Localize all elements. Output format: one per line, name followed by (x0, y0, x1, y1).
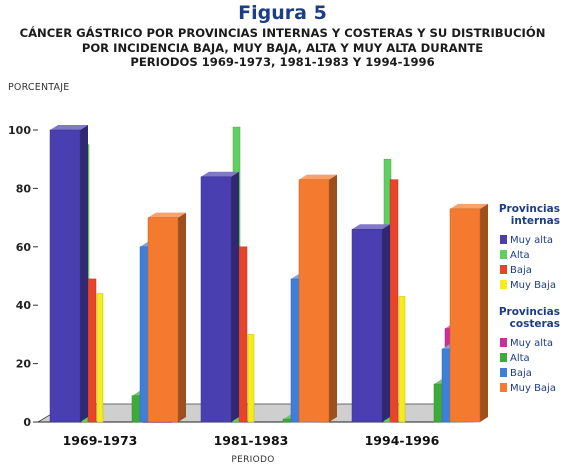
legend-label: Muy alta (510, 235, 554, 246)
legend-costeras-title: Provincias costeras (488, 306, 560, 330)
bar-side (80, 125, 88, 422)
legend-label: Alta (510, 353, 530, 364)
legend-swatch (500, 383, 507, 392)
legend-item-alta-internas: Alta (500, 249, 530, 262)
bar (147, 217, 179, 423)
legend-label: Alta (510, 250, 530, 261)
bar-top (50, 125, 88, 130)
legend-swatch (500, 265, 507, 274)
bar-side (382, 224, 390, 422)
legend-item-muy-baja-costeras: Muy Baja (500, 382, 556, 395)
x-axis-label: PERIODO (231, 455, 275, 465)
y-tick-label: 40 (16, 299, 32, 312)
legend-label: Muy Baja (510, 383, 556, 394)
bar (298, 179, 330, 423)
figure-label: Figura 5 (238, 2, 327, 24)
bar (351, 229, 383, 423)
legend-item-muy-alta-internas: Muy alta (500, 234, 553, 247)
bar (200, 176, 232, 423)
legend-internas-title-line-1: Provincias (498, 203, 560, 215)
x-tick-label: 1969-1973 (63, 433, 138, 448)
bar-side (329, 174, 337, 422)
legend-swatch (500, 353, 507, 362)
y-tick-label: 20 (16, 358, 32, 371)
legend-item-muy-baja-internas: Muy Baja (500, 279, 556, 292)
legend-label: Baja (510, 265, 532, 276)
chart-title-line-3: PERIODOS 1969-1973, 1981-1983 Y 1994-199… (130, 55, 435, 69)
bar (449, 208, 481, 423)
legend-swatch (500, 250, 507, 259)
legend-item-muy-alta-costeras: Muy alta (500, 337, 553, 350)
legend-costeras-title-line-1: Provincias (498, 306, 560, 318)
bar-top (201, 171, 239, 177)
bar (49, 129, 81, 423)
bar (87, 278, 97, 423)
legend-swatch (500, 235, 507, 244)
chart-floor (36, 403, 487, 423)
legend-internas-title-line-2: internas (510, 215, 560, 227)
legend-costeras-title-line-2: costeras (509, 318, 560, 330)
legend-swatch (500, 338, 507, 347)
bar (238, 246, 248, 423)
y-tick-label: 100 (8, 124, 31, 137)
bar-top (352, 224, 390, 230)
legend-item-baja-internas: Baja (500, 264, 532, 277)
legend-label: Muy alta (510, 338, 554, 349)
bar-top (299, 174, 337, 180)
legend-swatch (500, 280, 507, 289)
bar-side (480, 203, 488, 422)
bar-side (231, 171, 239, 422)
bar-top (148, 212, 186, 218)
legend-swatch (500, 368, 507, 377)
legend-item-alta-costeras: Alta (500, 352, 530, 365)
legend-label: Muy Baja (510, 280, 556, 291)
x-tick-label: 1981-1983 (214, 433, 289, 448)
legend-item-baja-costeras: Baja (500, 367, 532, 380)
y-tick-label: 0 (23, 416, 31, 429)
bar (96, 293, 104, 423)
bar-side (178, 212, 186, 422)
y-tick-label: 60 (16, 241, 32, 254)
legend-label: Baja (510, 368, 532, 379)
bar (398, 296, 406, 423)
bar (389, 179, 399, 423)
bar (247, 334, 255, 423)
y-axis-label: PORCENTAJE (8, 82, 70, 93)
chart-title-line-2: POR INCIDENCIA BAJA, MUY BAJA, ALTA Y MU… (81, 40, 484, 55)
y-tick-label: 80 (16, 182, 32, 195)
chart-title-line-1: CÁNCER GÁSTRICO POR PROVINCIAS INTERNAS … (19, 26, 546, 40)
legend-internas-title: Provincias internas (488, 203, 560, 227)
bar-top (450, 203, 488, 209)
x-tick-label: 1994-1996 (365, 433, 440, 448)
chart-title: CÁNCER GÁSTRICO POR PROVINCIAS INTERNAS … (10, 26, 555, 70)
